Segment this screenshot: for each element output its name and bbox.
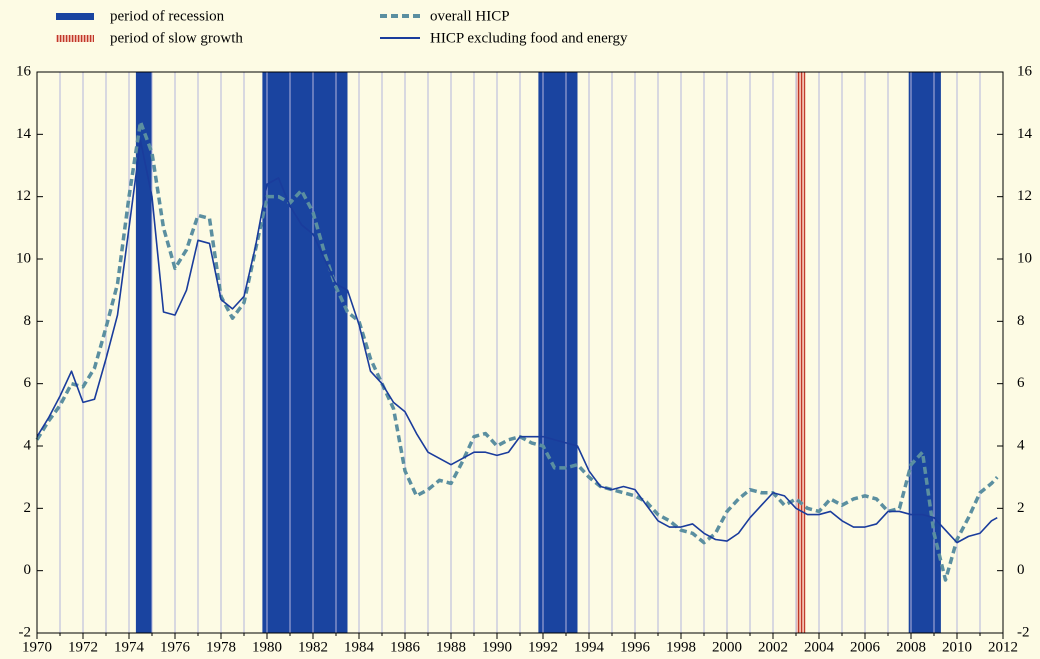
x-tick-label: 2000 — [712, 639, 742, 655]
y-tick-label: 8 — [24, 313, 32, 329]
y-tick-label: 2 — [24, 500, 32, 516]
series-line — [36, 139, 998, 544]
x-tick-label: 2012 — [988, 639, 1018, 655]
y2-tick-label: 12 — [1017, 188, 1032, 204]
recession-band — [135, 72, 152, 633]
legend-label: period of slow growth — [110, 30, 243, 46]
x-tick-label: 1998 — [666, 639, 696, 655]
y2-tick-label: 8 — [1017, 313, 1025, 329]
x-tick-label: 2004 — [804, 639, 835, 655]
legend-swatch-recession — [56, 13, 94, 20]
recession-band — [908, 72, 941, 633]
legend-swatch-slow-growth — [56, 35, 94, 42]
y-tick-label: 6 — [24, 375, 32, 391]
x-tick-label: 2008 — [896, 639, 926, 655]
y2-tick-label: 6 — [1017, 375, 1025, 391]
y2-tick-label: 14 — [1017, 126, 1033, 142]
y2-tick-label: 16 — [1017, 63, 1033, 79]
x-tick-label: 1980 — [252, 639, 282, 655]
x-tick-label: 1974 — [114, 639, 145, 655]
y-tick-label: 0 — [24, 562, 32, 578]
x-tick-label: 1970 — [22, 639, 52, 655]
y2-tick-label: 2 — [1017, 500, 1025, 516]
slow-growth-band — [795, 71, 806, 634]
legend: period of recession period of slow growt… — [56, 8, 628, 46]
y-tick-label: 16 — [16, 63, 32, 79]
y-tick-label: 10 — [16, 250, 31, 266]
x-tick-label: 1986 — [390, 639, 421, 655]
legend-label: period of recession — [110, 8, 225, 24]
y2-tick-label: 10 — [1017, 250, 1032, 266]
y2-tick-label: -2 — [1017, 624, 1030, 640]
x-tick-label: 2010 — [942, 639, 972, 655]
x-tick-label: 1978 — [206, 639, 236, 655]
y-tick-label: -2 — [19, 624, 32, 640]
y2-tick-label: 0 — [1017, 562, 1025, 578]
legend-label: overall HICP — [430, 8, 510, 24]
x-tick-label: 1994 — [574, 639, 605, 655]
x-tick-label: 1982 — [298, 639, 328, 655]
y2-tick-label: 4 — [1017, 437, 1025, 453]
y-tick-label: 14 — [16, 126, 32, 142]
x-tick-label: 1988 — [436, 639, 466, 655]
x-tick-label: 1990 — [482, 639, 512, 655]
x-tick-label: 2002 — [758, 639, 788, 655]
x-tick-label: 1996 — [620, 639, 651, 655]
x-tick-label: 1984 — [344, 639, 375, 655]
x-tick-label: 1992 — [528, 639, 558, 655]
recession-band — [262, 72, 348, 633]
x-tick-label: 1972 — [68, 639, 98, 655]
y-tick-label: 12 — [16, 188, 31, 204]
x-tick-label: 1976 — [160, 639, 191, 655]
recession-band — [538, 72, 578, 633]
y-tick-label: 4 — [24, 437, 32, 453]
legend-label: HICP excluding food and energy — [430, 30, 628, 46]
x-tick-label: 2006 — [850, 639, 881, 655]
